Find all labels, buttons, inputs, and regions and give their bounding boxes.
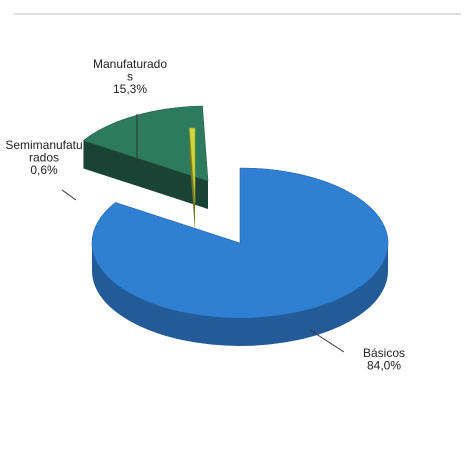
labels-layer: Básicos 84,0% Manufaturado s 15,3% Semimanufa… (5, 57, 405, 373)
slice-cut-face (83, 140, 208, 209)
pie-slice-manufaturados (82, 105, 209, 209)
slice-label-line: Semimanufatu (5, 138, 82, 152)
slice-label-line: 15,3% (113, 82, 147, 96)
slice-label-line: 84,0% (367, 359, 401, 373)
slice-label-básicos: Básicos 84,0% (363, 346, 405, 373)
slice-label-line: Manufaturado (93, 57, 167, 71)
leader-line-básicos (309, 329, 345, 353)
slice-label-semimanufaturados: Semimanufatu rados 0,6% (5, 138, 82, 177)
pie-slice-semimanufaturados (189, 127, 196, 231)
leader-lines-layer (61, 114, 345, 353)
slice-label-line: 0,6% (30, 163, 58, 177)
slice-side (92, 243, 388, 346)
slice-label-manufaturados: Manufaturado s 15,3% (93, 57, 167, 96)
leader-line-semimanufaturados (61, 189, 77, 201)
slice-cut-face (189, 128, 195, 231)
slice-label-line: s (127, 70, 133, 84)
slice-top (189, 127, 196, 204)
slice-top (82, 105, 209, 182)
pie-slice-básicos (91, 167, 389, 346)
slices-layer (82, 105, 389, 346)
slice-label-line: rados (29, 151, 59, 165)
slice-label-line: Básicos (363, 346, 405, 360)
slice-top (91, 167, 389, 319)
